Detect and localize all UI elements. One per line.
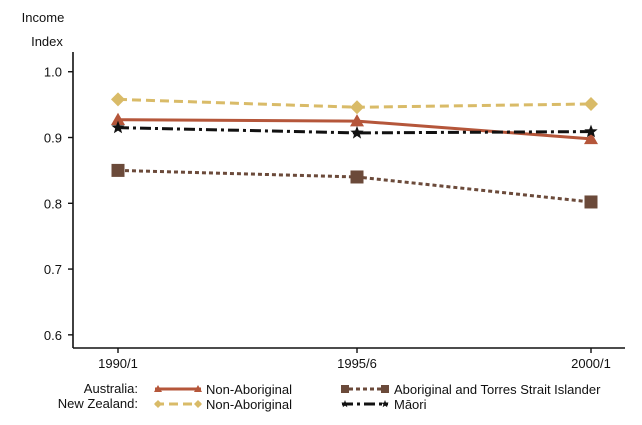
data-point-s3-0 — [111, 120, 125, 134]
data-point-s3-1 — [350, 125, 364, 139]
y-tick-label-0: 0.6 — [44, 328, 62, 343]
data-point-s1-1 — [350, 170, 364, 184]
legend-marker-2-b — [194, 400, 202, 408]
y-axis-title-line-1: Income — [22, 10, 65, 25]
legend-marker-0-a — [154, 385, 162, 392]
legend-entry-3: Māori — [394, 397, 427, 412]
x-tick-label-0: 1990/1 — [98, 356, 138, 371]
x-tick-label-1: 1995/6 — [337, 356, 377, 371]
data-point-s0-2 — [584, 131, 598, 145]
legend-group-label-0: Australia: — [84, 381, 138, 396]
legend-group-label-1: New Zealand: — [58, 396, 138, 411]
legend-marker-3-b — [381, 400, 389, 408]
data-point-s1-0 — [111, 163, 125, 177]
legend-marker-3-a — [341, 400, 349, 408]
x-tick-label-2: 2000/1 — [571, 356, 611, 371]
y-tick-label-4: 1.0 — [44, 65, 62, 80]
legend-entry-0: Non-Aboriginal — [206, 382, 292, 397]
legend-entry-2: Non-Aboriginal — [206, 397, 292, 412]
y-tick-label-1: 0.7 — [44, 262, 62, 277]
legend-entry-1: Aboriginal and Torres Strait Islander — [394, 382, 601, 397]
legend-marker-2-a — [154, 400, 162, 408]
legend-marker-1-b — [381, 385, 389, 393]
y-axis-title-line-2: Index — [31, 34, 63, 49]
data-point-s0-1 — [350, 114, 364, 127]
data-point-s2-1 — [350, 100, 364, 115]
y-tick-label-3: 0.9 — [44, 131, 62, 146]
data-point-s3-2 — [584, 124, 598, 138]
data-point-s1-2 — [584, 195, 598, 209]
y-tick-label-2: 0.8 — [44, 196, 62, 211]
data-point-s2-2 — [584, 96, 598, 111]
data-point-s0-0 — [111, 112, 125, 126]
data-point-s2-0 — [111, 92, 125, 107]
legend-marker-0-b — [194, 385, 202, 392]
legend-marker-1-a — [341, 385, 349, 393]
